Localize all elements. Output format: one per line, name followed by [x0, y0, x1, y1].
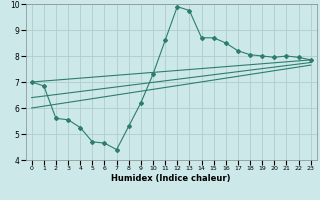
X-axis label: Humidex (Indice chaleur): Humidex (Indice chaleur): [111, 174, 231, 183]
